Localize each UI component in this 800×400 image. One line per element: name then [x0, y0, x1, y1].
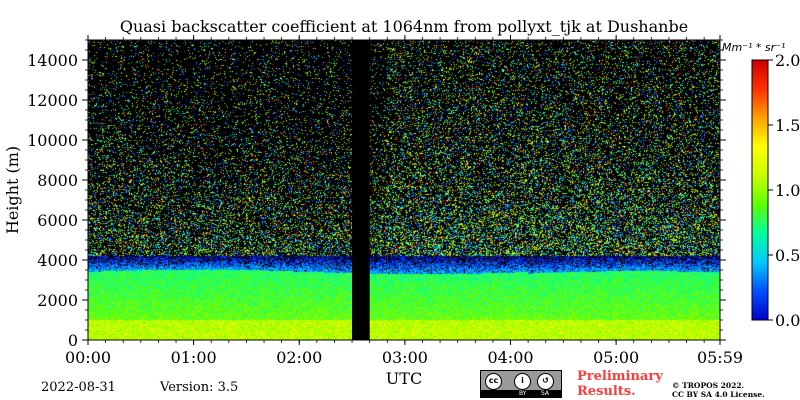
colorbar-gradient	[751, 59, 769, 321]
preliminary-line1: Preliminary	[577, 369, 663, 384]
y-axis: 0 2000 4000 6000 8000 10000 12000 14000	[27, 39, 726, 350]
chart-title: Quasi backscatter coefficient at 1064nm …	[120, 17, 688, 36]
y-tick-label: 10000	[27, 131, 78, 150]
x-tick-label: 01:00	[171, 348, 217, 367]
data-gap	[352, 40, 370, 340]
y-tick-label: 2000	[37, 291, 78, 310]
colorbar-tick-label: 2.0	[775, 51, 800, 70]
cc-strip-by: BY	[519, 390, 527, 397]
x-tick-label: 00:00	[65, 348, 111, 367]
date-label: 2022-08-31	[41, 380, 116, 395]
share-alike-icon: ↺	[537, 373, 554, 390]
y-tick-label: 0	[68, 331, 78, 350]
y-tick-label: 6000	[37, 211, 78, 230]
x-tick-label: 03:00	[382, 348, 428, 367]
x-axis: 00:00 01:00 02:00 03:00 04:00 05:00 05:59	[65, 35, 743, 367]
cc-strip: BY SA	[481, 390, 561, 397]
x-tick-label: 05:00	[593, 348, 639, 367]
y-tick-label: 12000	[27, 91, 78, 110]
y-tick-label: 4000	[37, 251, 78, 270]
colorbar: 0.0 0.5 1.0 1.5 2.0 Mm⁻¹ * sr⁻¹	[722, 41, 800, 330]
copyright-line1: © TROPOS 2022.	[672, 381, 745, 390]
plot-area	[87, 39, 721, 341]
y-axis-label: Height (m)	[3, 146, 22, 234]
colorbar-unit-label: Mm⁻¹ * sr⁻¹	[722, 41, 785, 54]
cc-strip-sa: SA	[541, 390, 550, 397]
x-tick-label: 04:00	[487, 348, 533, 367]
x-axis-label: UTC	[386, 369, 422, 388]
colorbar-tick-label: 1.0	[775, 181, 800, 200]
cc-license-badge: cc i ↺ BY SA	[480, 370, 562, 398]
attribution-icon: i	[514, 373, 531, 390]
y-tick-label: 14000	[27, 51, 78, 70]
y-tick-label: 8000	[37, 171, 78, 190]
version-label: Version: 3.5	[160, 380, 239, 395]
preliminary-notice: Preliminary Results.	[577, 369, 663, 399]
x-tick-label: 02:00	[276, 348, 322, 367]
preliminary-line2: Results.	[577, 384, 636, 399]
colorbar-tick-label: 0.5	[775, 246, 800, 265]
colorbar-tick-label: 1.5	[775, 116, 800, 135]
x-tick-label: 05:59	[697, 348, 743, 367]
cc-icon: cc	[485, 373, 502, 390]
copyright-notice: © TROPOS 2022. CC BY SA 4.0 License.	[672, 381, 765, 399]
backscatter-heatmap	[88, 40, 720, 340]
copyright-line2: CC BY SA 4.0 License.	[672, 390, 765, 399]
colorbar-tick-label: 0.0	[775, 311, 800, 330]
